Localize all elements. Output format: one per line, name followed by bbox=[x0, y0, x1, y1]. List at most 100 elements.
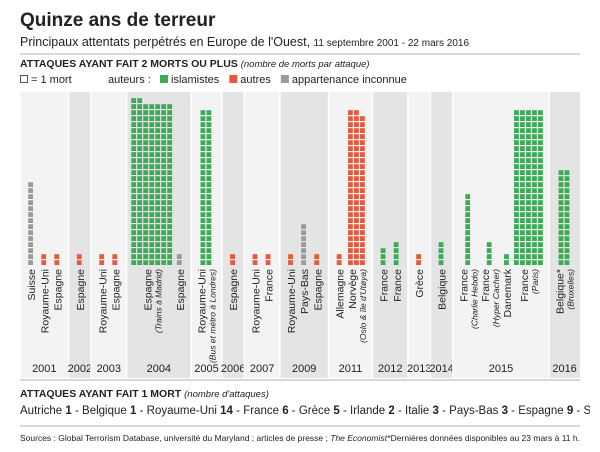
death-square bbox=[161, 242, 167, 247]
death-square bbox=[137, 134, 143, 139]
death-square bbox=[564, 224, 570, 229]
death-square bbox=[149, 254, 155, 259]
death-square bbox=[526, 230, 531, 235]
death-square bbox=[149, 236, 155, 241]
death-square bbox=[155, 170, 161, 175]
death-square bbox=[112, 254, 118, 259]
death-square bbox=[348, 188, 353, 193]
death-square bbox=[558, 260, 564, 265]
death-square bbox=[532, 182, 537, 187]
legend-label: appartenance inconnue bbox=[292, 74, 407, 86]
death-square bbox=[514, 212, 519, 217]
death-square bbox=[393, 242, 399, 247]
attack-country: Suisse bbox=[26, 269, 38, 301]
death-square bbox=[354, 200, 359, 205]
death-square bbox=[538, 110, 543, 115]
death-square bbox=[520, 260, 525, 265]
death-square bbox=[348, 260, 353, 265]
attack-deaths bbox=[99, 254, 105, 265]
death-square bbox=[28, 182, 34, 187]
death-square bbox=[564, 260, 570, 265]
death-square bbox=[167, 158, 173, 163]
death-square bbox=[167, 218, 173, 223]
single-country: Espagne bbox=[518, 405, 564, 417]
subtitle: Principaux attentats perpétrés en Europe… bbox=[20, 35, 469, 49]
death-square bbox=[155, 116, 161, 121]
death-square bbox=[526, 188, 531, 193]
single-list-box: Autriche 1Belgique 1Royaume-Uni 14France… bbox=[20, 405, 590, 417]
death-square bbox=[526, 170, 531, 175]
death-square bbox=[520, 206, 525, 211]
death-square bbox=[206, 206, 212, 211]
year-label: 2014 bbox=[429, 363, 453, 375]
death-square bbox=[143, 218, 149, 223]
death-square bbox=[354, 242, 359, 247]
death-square bbox=[167, 128, 173, 133]
death-square bbox=[161, 152, 167, 157]
death-square bbox=[532, 248, 537, 253]
death-square bbox=[564, 200, 570, 205]
death-square bbox=[348, 140, 353, 145]
death-square bbox=[564, 242, 570, 247]
death-square bbox=[143, 140, 149, 145]
death-square bbox=[538, 146, 543, 151]
year-label: 2001 bbox=[32, 363, 56, 375]
death-square bbox=[532, 212, 537, 217]
death-square bbox=[465, 230, 471, 235]
section-note: (nombre d'attaques) bbox=[184, 389, 269, 400]
death-square bbox=[206, 182, 212, 187]
death-square bbox=[200, 224, 206, 229]
death-square bbox=[131, 158, 137, 163]
death-square bbox=[526, 212, 531, 217]
death-square bbox=[99, 260, 105, 265]
death-square bbox=[206, 194, 212, 199]
attack-country: Grèce bbox=[414, 269, 426, 298]
attack-deaths bbox=[558, 170, 570, 265]
unit-square bbox=[20, 75, 28, 83]
death-square bbox=[348, 176, 353, 181]
death-square bbox=[137, 224, 143, 229]
death-square bbox=[504, 260, 509, 265]
section-note: (nombre de morts par attaque) bbox=[241, 59, 370, 70]
year-label: 2011 bbox=[339, 363, 363, 375]
death-square bbox=[206, 200, 212, 205]
death-square bbox=[526, 254, 531, 259]
attack-deaths bbox=[54, 254, 60, 265]
death-square bbox=[143, 110, 149, 115]
year-band bbox=[430, 92, 453, 378]
death-square bbox=[28, 206, 34, 211]
death-square bbox=[137, 248, 143, 253]
death-square bbox=[301, 242, 307, 247]
single-country: Belgique bbox=[82, 405, 127, 417]
death-square bbox=[532, 218, 537, 223]
death-square bbox=[206, 218, 212, 223]
death-square bbox=[360, 200, 365, 205]
death-square bbox=[143, 134, 149, 139]
death-square bbox=[137, 242, 143, 247]
death-square bbox=[167, 206, 173, 211]
death-square bbox=[155, 230, 161, 235]
attack-country: France bbox=[264, 269, 276, 302]
death-square bbox=[354, 218, 359, 223]
death-square bbox=[143, 224, 149, 229]
death-square bbox=[538, 152, 543, 157]
death-square bbox=[149, 230, 155, 235]
death-square bbox=[137, 182, 143, 187]
year-label: 2003 bbox=[97, 363, 121, 375]
death-square bbox=[167, 152, 173, 157]
death-square bbox=[143, 146, 149, 151]
death-square bbox=[564, 248, 570, 253]
death-square bbox=[131, 152, 137, 157]
death-square bbox=[161, 248, 167, 253]
death-square bbox=[137, 176, 143, 181]
death-square bbox=[348, 218, 353, 223]
death-square bbox=[265, 260, 271, 265]
death-square bbox=[149, 176, 155, 181]
death-square bbox=[336, 260, 342, 265]
death-square bbox=[532, 164, 537, 169]
death-square bbox=[137, 116, 143, 121]
death-square bbox=[143, 182, 149, 187]
death-square bbox=[514, 158, 519, 163]
death-square bbox=[149, 152, 155, 157]
death-square bbox=[155, 212, 161, 217]
